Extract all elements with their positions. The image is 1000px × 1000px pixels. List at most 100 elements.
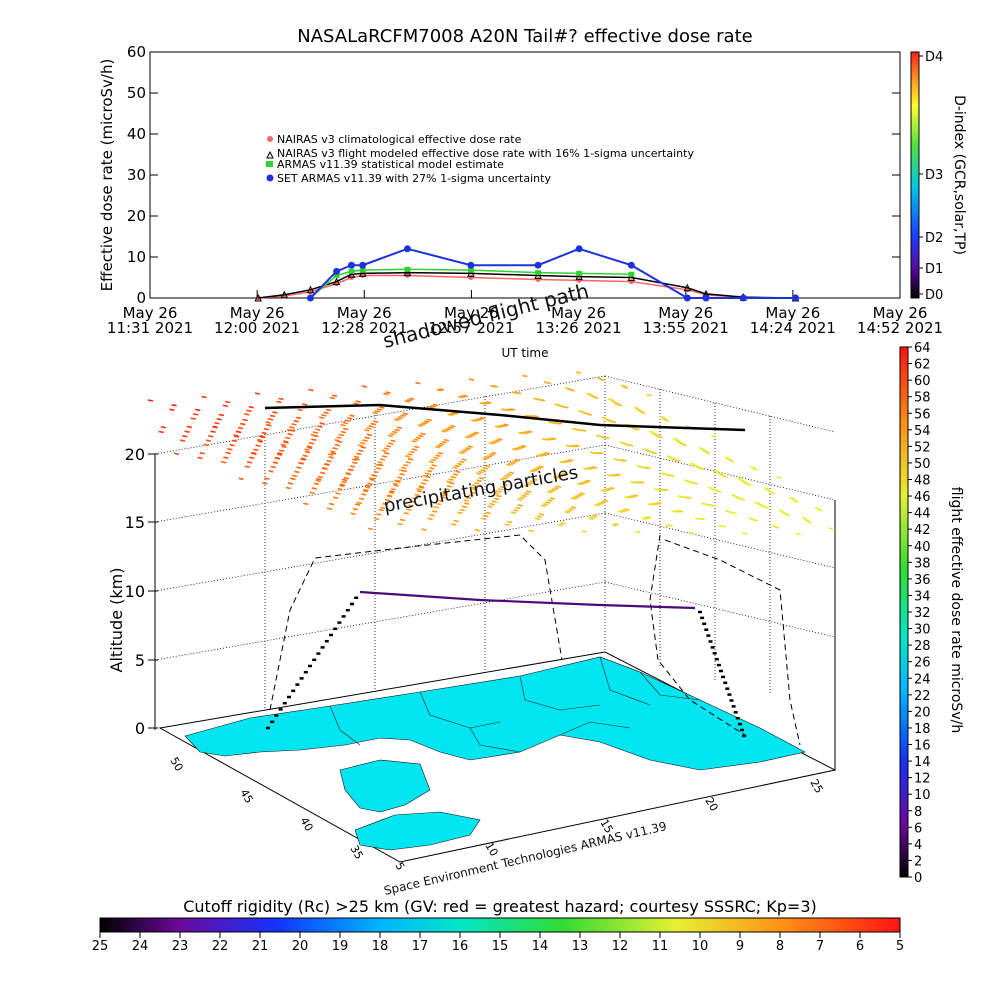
dose-dash — [369, 477, 375, 480]
dose-dash — [272, 461, 279, 464]
dose-dash — [297, 408, 303, 412]
dose-colorbar-tick-label: 16 — [914, 739, 931, 754]
dose-dash — [750, 466, 756, 469]
dose-dash — [323, 411, 329, 415]
dose-dash — [463, 448, 469, 452]
dose-dash — [356, 452, 362, 456]
dose-dash — [592, 514, 598, 518]
dose-dash — [317, 425, 323, 428]
dose-dash — [716, 490, 722, 493]
z-axis-label: Altitude (km) — [107, 568, 126, 673]
dose-dash — [302, 403, 308, 406]
data-point — [535, 270, 542, 276]
dose-dash — [437, 444, 443, 447]
dose-dash — [586, 413, 593, 416]
dose-dash — [728, 459, 735, 463]
dose-dash — [689, 462, 696, 466]
dose-dash — [327, 453, 334, 456]
dose-dash — [376, 513, 382, 516]
dose-dash — [542, 502, 549, 506]
dose-dash — [285, 486, 292, 490]
dose-dash — [355, 400, 361, 403]
dose-dash — [804, 519, 810, 522]
data-point — [280, 290, 289, 299]
dose-dash — [521, 444, 527, 448]
dose-dash — [536, 515, 543, 518]
dose-dash — [306, 445, 312, 448]
dose-dash — [428, 460, 435, 464]
dose-dash — [309, 491, 315, 495]
dose-dash — [483, 401, 490, 405]
dose-dash — [276, 453, 283, 456]
dose-dash — [610, 399, 616, 403]
dose-dash — [402, 412, 409, 415]
dose-colorbar-tick-label: 12 — [914, 772, 931, 787]
dose-dash — [600, 500, 607, 504]
longitude-axis: 5 10 15 20 25 — [392, 777, 825, 873]
dose-dash — [661, 417, 668, 421]
dose-dash — [542, 452, 548, 456]
y-axis: 0 10 20 30 40 50 60 — [127, 43, 900, 307]
d-index-tick-label: D1 — [925, 262, 943, 277]
dose-dash — [484, 456, 490, 459]
dose-dash — [538, 465, 544, 469]
dose-dash — [553, 476, 559, 479]
dose-dash — [379, 406, 385, 409]
rigidity-tick-label: 12 — [612, 939, 629, 954]
dose-dash — [490, 441, 497, 444]
dose-dash — [675, 459, 681, 462]
dose-dash — [386, 494, 393, 498]
dose-dash — [731, 494, 737, 497]
data-point — [333, 267, 341, 275]
x-tick-label-date: May 26 — [444, 304, 499, 322]
dose-dash — [437, 451, 444, 455]
z-tick-label: 20 — [125, 445, 145, 464]
dose-dash — [441, 430, 447, 433]
dose-dash — [506, 520, 513, 524]
dose-dash — [304, 450, 311, 454]
dose-dash — [171, 403, 177, 407]
plot3d: 0 5 10 15 20 Altitude (km) 35 40 45 50 5 10 15 20 2… — [107, 278, 837, 898]
dose-dash — [548, 437, 554, 441]
dose-dash — [360, 441, 366, 445]
dose-dash — [270, 465, 276, 469]
data-point — [467, 267, 474, 273]
dose-dash — [553, 486, 559, 490]
dose-dash — [265, 421, 271, 424]
dose-dash — [338, 433, 344, 437]
d-index-tick-label: D4 — [925, 50, 943, 65]
dose-dash — [169, 408, 175, 412]
dose-colorbar-tick-label: 58 — [914, 391, 931, 406]
dose-dash — [464, 435, 471, 439]
dose-dash — [253, 448, 259, 452]
dose-dash — [471, 432, 477, 436]
dose-dash — [540, 504, 547, 508]
rigidity-tick-label: 8 — [776, 939, 784, 954]
dose-dash — [669, 474, 675, 477]
dose-dash — [456, 462, 463, 466]
dose-colorbar-tick-label: 24 — [914, 672, 931, 687]
dose-dash — [510, 461, 516, 465]
dose-colorbar-tick-label: 50 — [914, 457, 931, 472]
dose-dash — [320, 471, 326, 475]
dose-dash — [248, 405, 254, 409]
chart-title: NASALaRCFM7008 A20N Tail#? effective dos… — [297, 26, 752, 47]
dose-dash — [385, 444, 392, 448]
dose-dash — [763, 487, 769, 490]
dose-dash — [613, 522, 620, 526]
dose-dash — [254, 392, 261, 395]
land-mass — [184, 656, 806, 771]
dose-dash — [699, 517, 705, 521]
dose-dash — [329, 502, 335, 506]
dose-dash — [408, 504, 414, 507]
dose-colorbar-tick-label: 56 — [914, 407, 931, 422]
dose-dash — [347, 417, 353, 420]
data-point — [403, 245, 411, 253]
rigidity-colorbar — [99, 917, 901, 933]
dose-dash — [421, 528, 427, 531]
dose-dash — [199, 451, 205, 455]
dose-dash — [545, 381, 552, 385]
dose-dash — [399, 518, 406, 522]
dose-dash — [374, 410, 381, 413]
dose-dash — [390, 439, 396, 443]
